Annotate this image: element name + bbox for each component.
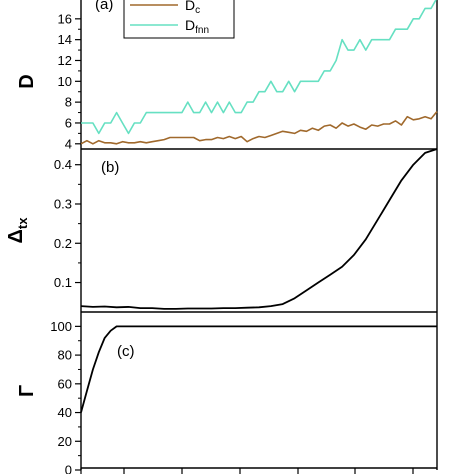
y-tick-label: 0.3: [54, 196, 72, 211]
legend-entry-subscript: fnn: [195, 25, 209, 36]
panel-label: (a): [95, 0, 113, 13]
y-tick-label: 0.1: [54, 275, 72, 290]
y-tick-label: 6: [65, 115, 72, 130]
panel-label: (b): [101, 159, 119, 176]
y-tick-label: 60: [58, 376, 72, 391]
y-axis-title-subscript: tx: [15, 217, 30, 229]
series-line-1: [80, 110, 438, 145]
series-line-1: [80, 148, 438, 310]
legend-box: [123, 0, 235, 39]
series-line-2: [81, 0, 437, 135]
y-tick-label: 0.2: [54, 236, 72, 251]
y-tick-label: 40: [58, 405, 72, 420]
y-tick-label: 14: [58, 32, 72, 47]
y-tick-label: 4: [65, 136, 72, 151]
y-tick-label: 0.4: [54, 157, 72, 172]
y-axis-title: Δtx: [5, 217, 30, 244]
y-axis-title: Γ: [16, 385, 38, 397]
panel-label: (c): [117, 343, 135, 360]
y-tick-label: 8: [65, 95, 72, 110]
y-tick-label: 16: [58, 11, 72, 26]
y-axis-title: D: [16, 74, 38, 88]
series-line-1: [80, 325, 437, 413]
y-tick-label: 80: [58, 348, 72, 363]
legend-entry-subscript: c: [195, 5, 200, 16]
y-tick-label: 100: [50, 319, 72, 334]
panel-3: 0 20 40 60 80 100 Γ (c): [16, 312, 438, 474]
y-tick-label: 0: [65, 463, 72, 474]
panel-2: 0.1 0.2 0.3 0.4 Δtx (b): [5, 148, 438, 313]
y-tick-label: 10: [58, 74, 72, 89]
y-tick-label: 20: [58, 434, 72, 449]
y-tick-label: 12: [58, 53, 72, 68]
